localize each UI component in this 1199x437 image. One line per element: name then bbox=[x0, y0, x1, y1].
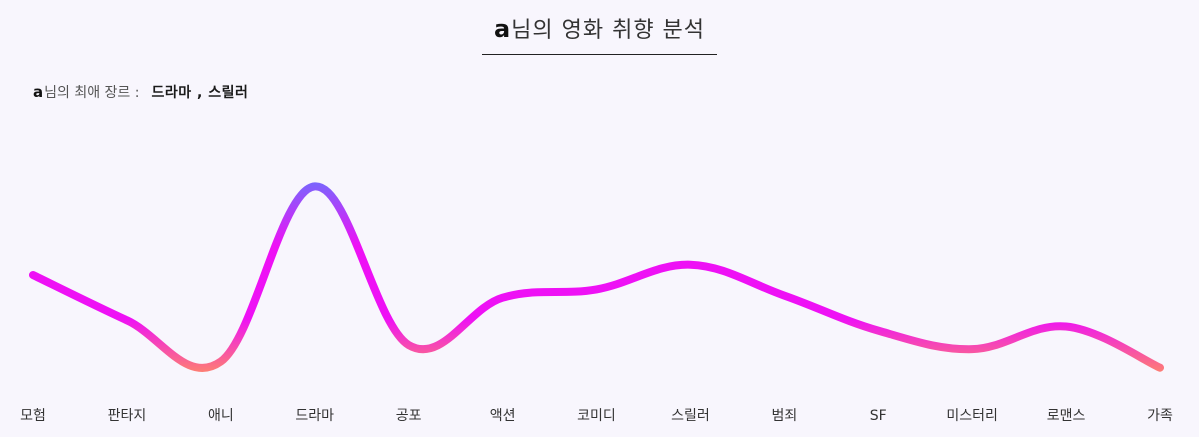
x-tick-label: 미스터리 bbox=[946, 408, 998, 424]
x-tick-label: SF bbox=[870, 408, 887, 424]
x-tick-label: 범죄 bbox=[771, 408, 797, 424]
x-tick-label: 드라마 bbox=[295, 408, 334, 424]
x-tick-label: 코미디 bbox=[577, 408, 616, 424]
favorite-label: 님의 최애 장르 : bbox=[44, 85, 140, 101]
x-tick-label: 액션 bbox=[490, 408, 516, 424]
favorite-genres-line: a님의 최애 장르 : 드라마 , 스릴러 bbox=[33, 82, 248, 102]
x-axis-tick-labels: 모험 판타지 애니 드라마 공포 액션 코미디 스릴러 범죄 SF 미스터리 로맨스 가족 bbox=[20, 408, 1173, 424]
page-title: a님의 영화 취향 분석 bbox=[481, 12, 718, 55]
x-tick-label: 공포 bbox=[396, 408, 422, 424]
x-tick-label: 모험 bbox=[20, 408, 46, 424]
title-suffix: 님의 영화 취향 분석 bbox=[511, 18, 706, 43]
x-tick-label: 스릴러 bbox=[671, 408, 710, 424]
favorite-genres: 드라마 , 스릴러 bbox=[151, 85, 249, 101]
x-tick-label: 판타지 bbox=[108, 408, 147, 424]
x-tick-label: 애니 bbox=[208, 408, 234, 424]
x-tick-label: 로맨스 bbox=[1047, 408, 1086, 424]
favorite-user-name: a bbox=[33, 83, 44, 101]
genre-score-line bbox=[29, 182, 1164, 372]
title-user-name: a bbox=[493, 15, 512, 43]
x-tick-label: 가족 bbox=[1147, 408, 1173, 424]
title-container: a님의 영화 취향 분석 bbox=[0, 12, 1199, 55]
